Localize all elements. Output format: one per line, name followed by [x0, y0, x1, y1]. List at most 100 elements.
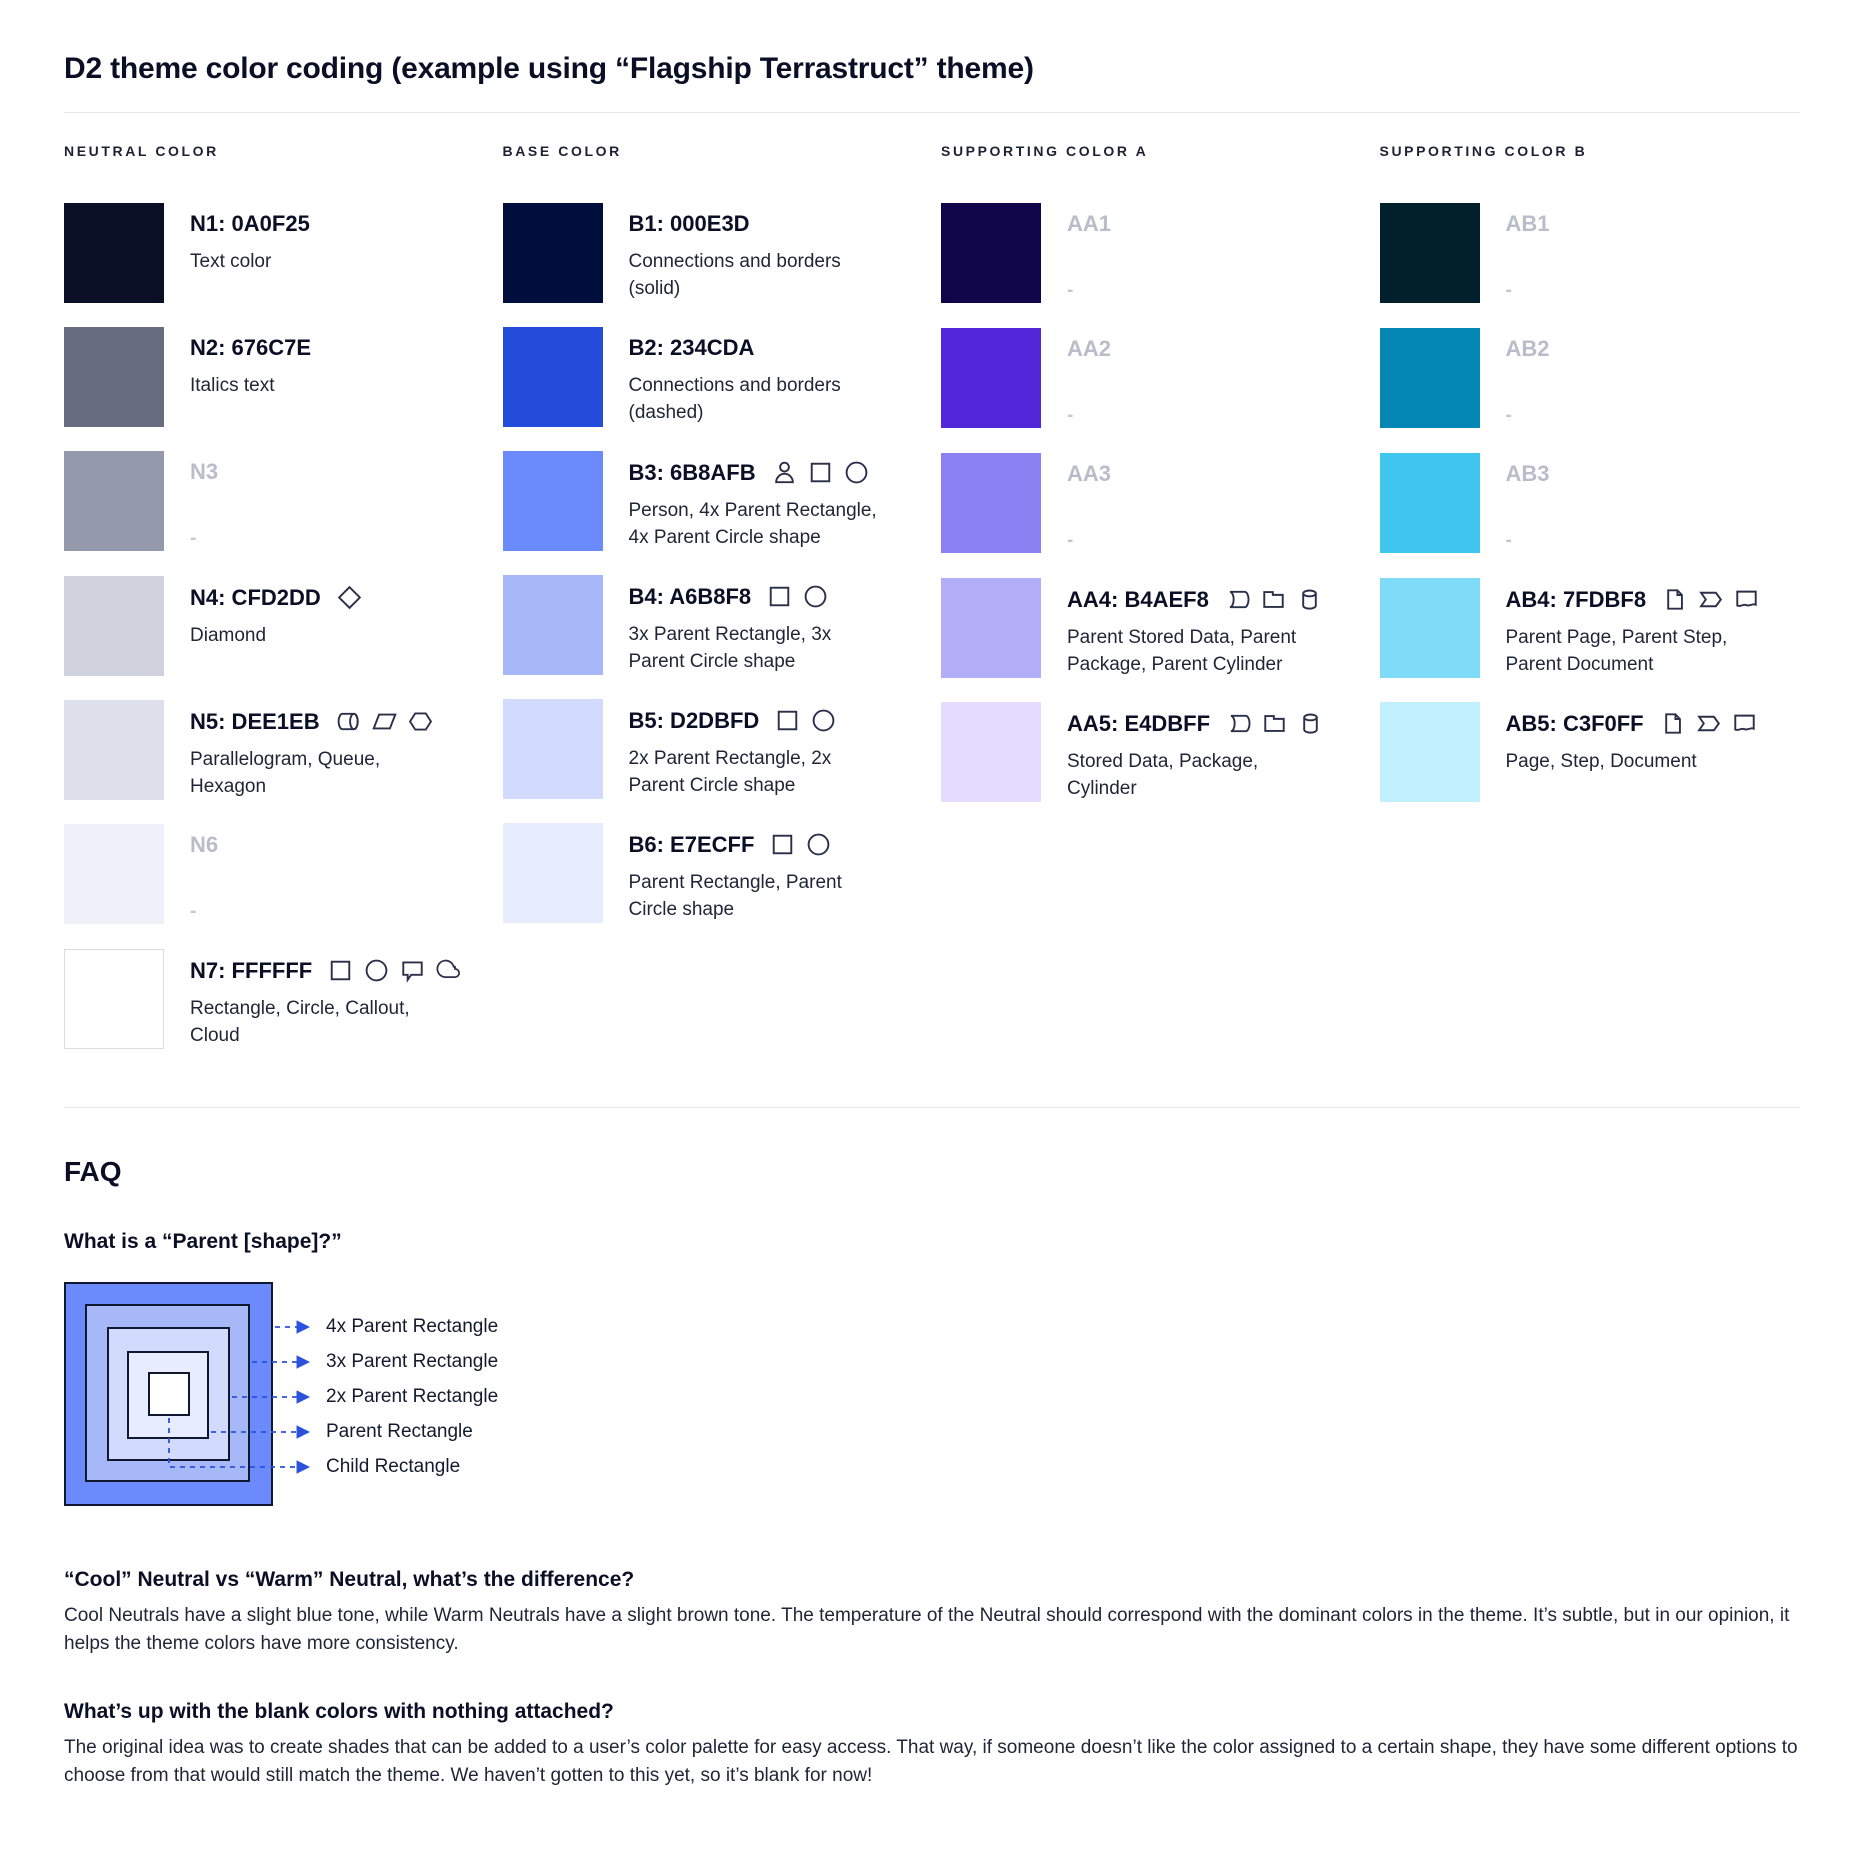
- color-row: N5: DEE1EB Parallelogram, Queue, Hexagon: [64, 700, 485, 800]
- swatch-name: AB5: C3F0FF: [1505, 710, 1644, 736]
- rectangle-icon: [810, 462, 830, 483]
- person-icon: [774, 461, 794, 484]
- color-info: B2: 234CDA Connections and borders (dash…: [629, 327, 879, 427]
- swatch-name: B4: A6B8F8: [628, 583, 752, 609]
- color-swatch: [64, 203, 164, 303]
- icon-strip: [774, 707, 837, 734]
- color-info: N1: 0A0F25 Text color: [190, 203, 325, 303]
- faq-answer-blank-colors: The original idea was to create shades t…: [64, 1737, 1798, 1786]
- color-row: N4: CFD2DD Diamond: [64, 576, 485, 676]
- color-swatch: [941, 453, 1041, 553]
- rectangle-icon: [778, 710, 798, 731]
- color-row: AA1 -: [941, 203, 1362, 304]
- icon-strip: [327, 957, 462, 984]
- swatch-desc: Italics text: [190, 375, 275, 396]
- package-icon: [1263, 591, 1284, 608]
- cloud-icon: [436, 959, 461, 979]
- swatch-desc: Page, Step, Document: [1505, 751, 1697, 772]
- swatch-name: AB4: 7FDBF8: [1505, 586, 1647, 612]
- color-row: N7: FFFFFF Rectangle, Circle, Callout, C…: [64, 949, 485, 1049]
- document-icon: [1733, 714, 1755, 731]
- color-info: AA2 -: [1067, 328, 1126, 429]
- circle-icon: [812, 709, 835, 732]
- color-info: AB5: C3F0FF Page, Step, Document: [1506, 702, 1758, 802]
- circle-icon: [808, 833, 830, 856]
- swatch-name: AA3: [1067, 461, 1112, 486]
- swatch-desc: 3x Parent Rectangle, 3x Parent Circle sh…: [628, 624, 832, 672]
- column-rows: AB1 - AB2 - AB3 - AB4:: [1379, 203, 1801, 802]
- column-rows: B1: 000E3D Connections and borders (soli…: [502, 203, 924, 923]
- swatch-name: AA1: [1067, 211, 1112, 236]
- swatch-desc: -: [1067, 280, 1074, 301]
- column-header: SUPPORTING COLOR B: [1379, 143, 1588, 159]
- swatch-desc: Parent Stored Data, Parent Package, Pare…: [1067, 627, 1297, 675]
- swatch-desc: Rectangle, Circle, Callout, Cloud: [190, 998, 410, 1046]
- swatch-name: B6: E7ECFF: [628, 831, 755, 857]
- column-header: SUPPORTING COLOR A: [941, 143, 1149, 159]
- color-info: AB3 -: [1506, 453, 1565, 554]
- color-swatch: [502, 575, 603, 675]
- parallelogram-icon: [371, 713, 397, 730]
- color-info: B6: E7ECFF Parent Rectangle, Parent Circ…: [629, 823, 879, 923]
- swatch-name: AB2: [1505, 336, 1550, 361]
- document-icon: [1736, 590, 1757, 607]
- swatch-name: AB1: [1505, 211, 1550, 236]
- color-info: B1: 000E3D Connections and borders (soli…: [629, 203, 879, 303]
- color-info: N4: CFD2DD Diamond: [190, 576, 363, 676]
- color-swatch: [64, 327, 164, 427]
- circle-icon: [845, 461, 867, 484]
- color-swatch: [502, 451, 603, 551]
- color-swatch: [64, 451, 164, 551]
- color-info: B4: A6B8F8 3x Parent Rectangle, 3x Paren…: [629, 575, 879, 675]
- diagram-label: Child Rectangle: [326, 1456, 461, 1477]
- rectangle-icon: [773, 834, 793, 855]
- faq-question-parent-shape: What is a “Parent [shape]?”: [64, 1230, 342, 1253]
- swatch-desc: Stored Data, Package, Cylinder: [1067, 751, 1259, 799]
- page-icon: [1667, 589, 1683, 610]
- swatch-desc: Text color: [190, 251, 272, 272]
- color-swatch: [941, 702, 1041, 802]
- color-swatch: [502, 699, 603, 799]
- column-header: BASE COLOR: [502, 143, 622, 159]
- cylinder-icon: [1302, 589, 1317, 610]
- swatch-name: N1: 0A0F25: [190, 211, 310, 236]
- faq-question-blank-colors: What’s up with the blank colors with not…: [64, 1700, 614, 1723]
- color-info: AA1 -: [1067, 203, 1126, 304]
- color-info: N2: 676C7E Italics text: [190, 327, 326, 427]
- diagram-label: 3x Parent Rectangle: [326, 1351, 499, 1372]
- icon-strip: [766, 583, 829, 610]
- swatch-desc: Parallelogram, Queue, Hexagon: [190, 749, 381, 797]
- rectangle-icon: [769, 586, 790, 607]
- faq-question-cool-vs-warm: “Cool” Neutral vs “Warm” Neutral, what’s…: [64, 1568, 635, 1591]
- color-row: AA3 -: [941, 453, 1362, 554]
- swatch-desc: -: [1505, 280, 1512, 301]
- faq-title: FAQ: [64, 1156, 122, 1187]
- circle-icon: [365, 959, 388, 982]
- diagram-rect-child: [148, 1372, 190, 1416]
- swatch-name: B1: 000E3D: [628, 211, 750, 236]
- color-swatch: [64, 824, 164, 924]
- color-row: N1: 0A0F25 Text color: [64, 203, 485, 303]
- rectangle-icon: [330, 960, 351, 981]
- faq-divider: [64, 1107, 1800, 1108]
- color-row: AB5: C3F0FF Page, Step, Document: [1379, 702, 1801, 802]
- color-row: B2: 234CDA Connections and borders (dash…: [502, 327, 924, 427]
- icon-strip: [1225, 710, 1324, 737]
- faq-answer-cool-vs-warm: Cool Neutrals have a slight blue tone, w…: [64, 1605, 1790, 1654]
- color-row: B4: A6B8F8 3x Parent Rectangle, 3x Paren…: [502, 575, 924, 675]
- swatch-name: N5: DEE1EB: [190, 708, 320, 734]
- color-row: AB3 -: [1379, 453, 1801, 554]
- swatch-name: B5: D2DBFD: [628, 707, 760, 733]
- color-info: B3: 6B8AFB Person, 4x Parent Rectangle, …: [629, 451, 879, 551]
- swatch-desc: Connections and borders (solid): [628, 251, 841, 299]
- diagram-label: Parent Rectangle: [326, 1421, 473, 1442]
- column-rows: AA1 - AA2 - AA3 - AA4:: [941, 203, 1362, 802]
- swatch-desc: -: [190, 528, 197, 549]
- color-info: N7: FFFFFF Rectangle, Circle, Callout, C…: [190, 949, 462, 1049]
- swatch-desc: Person, 4x Parent Rectangle, 4x Parent C…: [628, 500, 877, 548]
- color-swatch: [64, 576, 164, 676]
- palette-column: BASE COLOR B1: 000E3D Connections and bo…: [502, 143, 924, 1073]
- palette-columns: NEUTRAL COLOR N1: 0A0F25 Text color N2: …: [64, 143, 1800, 1073]
- swatch-desc: Connections and borders (dashed): [628, 375, 841, 423]
- color-row: AA2 -: [941, 328, 1362, 429]
